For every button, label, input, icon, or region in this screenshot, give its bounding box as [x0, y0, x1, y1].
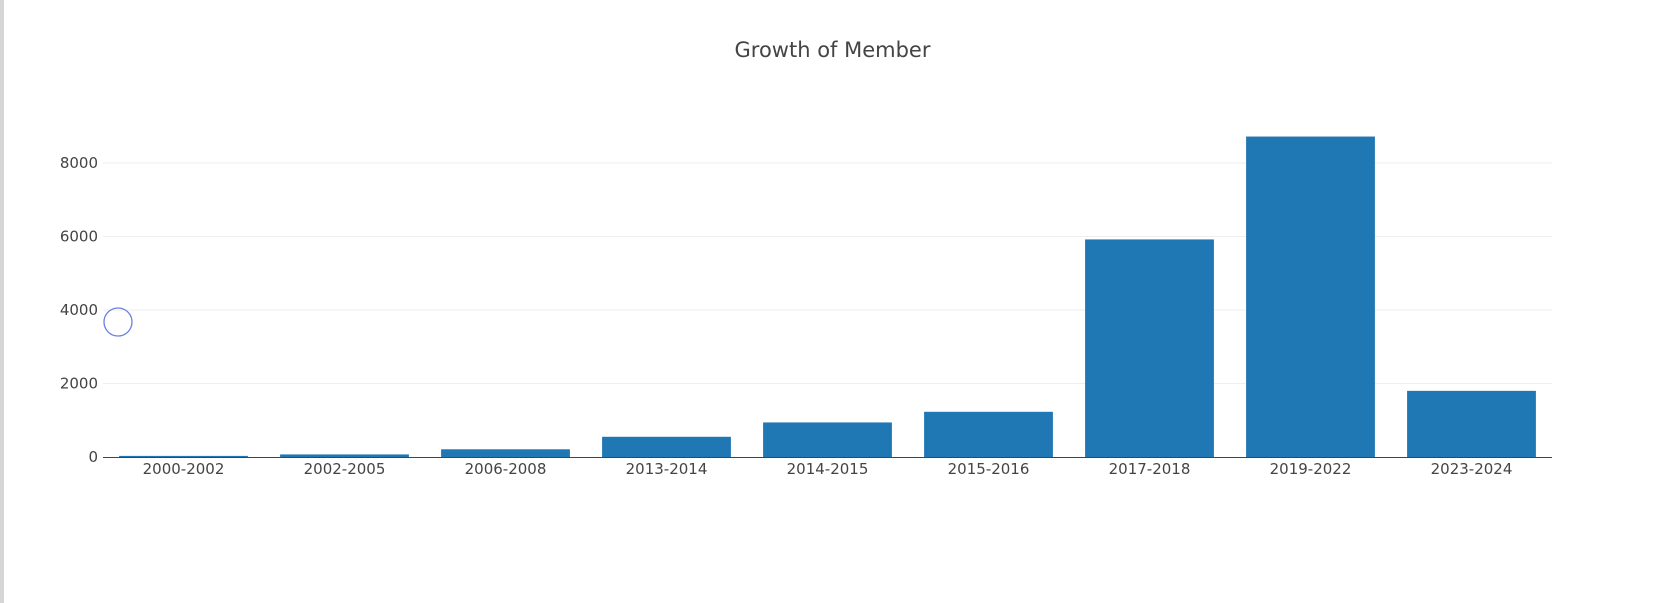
- chart-container: 0 2000 4000 6000 8000 2000-2002 2002-2005 2006…: [5, 0, 1657, 603]
- bar-2023-2024[interactable]: [1407, 390, 1536, 457]
- bar-chart: 0 2000 4000 6000 8000 2000-2002 2002-2005 2006…: [60, 38, 1552, 478]
- x-tick-label: 2002-2005: [304, 460, 386, 478]
- bar-2019-2022[interactable]: [1246, 136, 1375, 458]
- x-tick-label: 2013-2014: [626, 460, 708, 478]
- bars: [119, 136, 1536, 458]
- x-tick-label: 2023-2024: [1431, 460, 1513, 478]
- y-tick-label: 4000: [60, 301, 98, 319]
- x-tick-label: 2014-2015: [787, 460, 869, 478]
- x-tick-label: 2000-2002: [143, 460, 225, 478]
- y-tick-label: 2000: [60, 375, 98, 393]
- x-tick-label: 2015-2016: [948, 460, 1030, 478]
- y-tick-label: 0: [88, 448, 98, 466]
- bar-2002-2005[interactable]: [280, 454, 409, 457]
- y-tick-label: 6000: [60, 228, 98, 246]
- bar-2000-2002[interactable]: [119, 455, 248, 457]
- x-axis-ticks: 2000-2002 2002-2005 2006-2008 2013-2014 2014…: [143, 460, 1513, 478]
- bar-2017-2018[interactable]: [1085, 239, 1214, 457]
- bar-2014-2015[interactable]: [763, 422, 892, 457]
- chart-title: Growth of Member: [735, 38, 931, 62]
- x-tick-label: 2019-2022: [1270, 460, 1352, 478]
- x-tick-label: 2017-2018: [1109, 460, 1191, 478]
- cursor-indicator-icon: [103, 307, 133, 337]
- x-tick-label: 2006-2008: [465, 460, 547, 478]
- bar-2013-2014[interactable]: [602, 436, 731, 457]
- window-left-border: [0, 0, 4, 603]
- bar-2006-2008[interactable]: [441, 449, 570, 457]
- y-tick-label: 8000: [60, 154, 98, 172]
- y-axis-ticks: 0 2000 4000 6000 8000: [60, 154, 98, 466]
- bar-2015-2016[interactable]: [924, 411, 1053, 457]
